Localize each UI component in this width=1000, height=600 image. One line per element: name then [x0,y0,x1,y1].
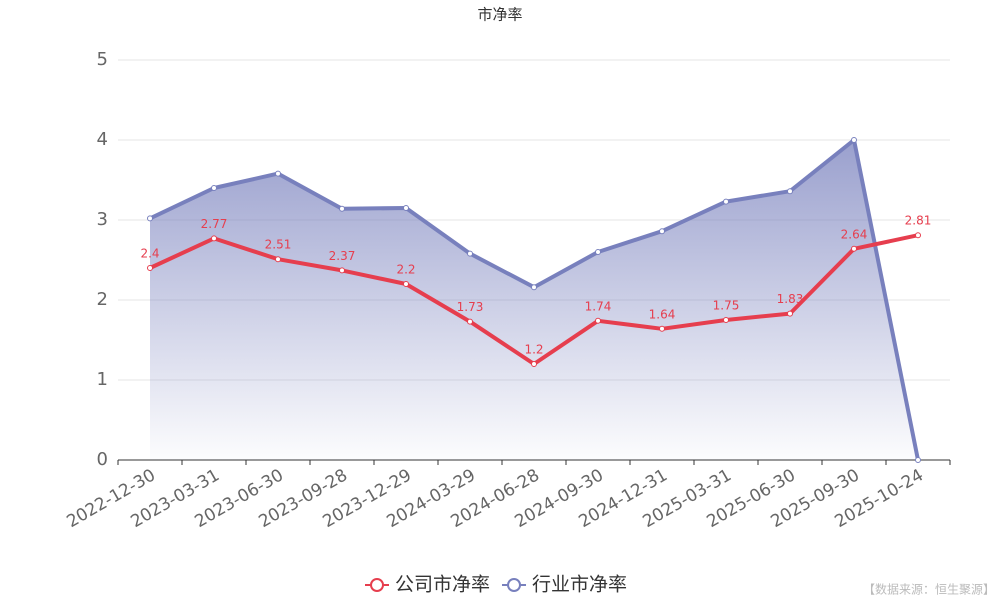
data-label: 2.37 [329,249,356,263]
point [211,235,217,242]
area [150,140,918,460]
point [339,267,345,274]
point [915,457,921,463]
data-label: 1.83 [777,292,804,306]
point [147,265,153,271]
y-tick-label: 2 [97,289,108,310]
point [915,232,921,239]
point [531,361,537,367]
legend-marker [507,578,522,592]
data-label: 1.64 [649,307,676,321]
point [723,317,729,323]
data-label: 2.64 [841,227,868,241]
source-note: 【数据来源：恒生聚源】 [863,582,995,597]
chart-title: 市净率 [477,6,522,24]
point [403,205,409,211]
data-label: 2.4 [140,247,159,261]
point [211,185,217,191]
y-tick-label: 0 [97,449,108,470]
point [659,325,665,332]
y-tick-label: 4 [97,129,108,150]
point [531,284,537,291]
y-tick-label: 1 [97,369,108,390]
data-label: 1.2 [524,343,543,357]
point [403,281,409,287]
point [275,256,281,263]
point [787,310,793,317]
data-label: 1.75 [713,299,740,313]
point [467,250,473,257]
point [787,188,793,195]
y-tick-label: 3 [97,209,108,230]
point [595,249,601,255]
point [467,318,473,325]
point [595,317,601,324]
point [723,198,729,205]
point [147,215,153,222]
point [339,205,345,212]
data-label: 2.2 [396,263,415,277]
legend-label: 行业市净率 [532,574,627,596]
data-label: 1.74 [585,299,612,313]
point [275,170,281,177]
point [851,137,857,143]
data-label: 2.81 [905,214,932,228]
data-label: 2.51 [265,238,292,252]
data-label: 2.77 [201,217,228,231]
legend-marker [370,578,384,592]
y-tick-label: 5 [97,49,108,70]
data-label: 1.73 [457,300,484,314]
legend-label: 公司市净率 [395,574,490,596]
point [659,228,665,235]
point [851,245,857,252]
